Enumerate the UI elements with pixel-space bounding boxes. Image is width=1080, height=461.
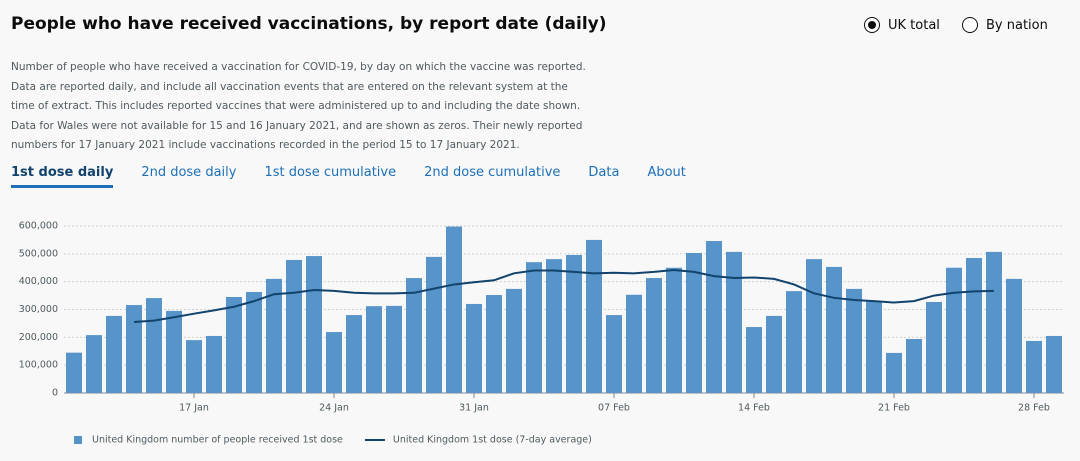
description-line: Number of people who have received a vac… (11, 61, 586, 73)
bar (626, 294, 642, 393)
line (133, 268, 995, 324)
x-tick-label: 31 Jan (459, 403, 489, 414)
bar (546, 259, 562, 393)
y-tick-label: 0 (52, 388, 58, 399)
y-tick-label: 400,000 (19, 276, 58, 287)
bar (786, 291, 802, 393)
chart: 0 100,000 200,000 300,000 400,000 500,000 600,… (19, 221, 1064, 446)
bar (366, 306, 382, 393)
bar (106, 315, 122, 393)
bar (906, 339, 922, 393)
tabs: 1st dose daily 2nd dose daily 1st dose cum… (11, 165, 686, 188)
legend-label: United Kingdom 1st dose (7-day average) (393, 435, 592, 446)
description-line: time of extract. This includes reported … (11, 100, 581, 112)
y-tick-label: 500,000 (19, 248, 58, 259)
bar (246, 291, 262, 393)
radio-label[interactable]: UK total (888, 17, 940, 33)
bar (606, 315, 622, 393)
bar (866, 300, 882, 393)
tab[interactable]: 1st dose cumulative (264, 165, 397, 180)
x-tick-label: 17 Jan (179, 403, 209, 414)
description: Number of people who have received a vac… (11, 58, 586, 156)
x-tick-label: 21 Feb (878, 403, 910, 414)
bar (946, 267, 962, 393)
tab[interactable]: 1st dose daily (11, 165, 114, 188)
bar (826, 266, 842, 393)
bar (486, 295, 502, 393)
bar (1026, 340, 1042, 393)
y-tick-label: 100,000 (19, 360, 58, 371)
y-tick-label: 200,000 (19, 332, 58, 343)
bar (746, 327, 762, 393)
tab[interactable]: 2nd dose daily (141, 165, 237, 180)
radio-label[interactable]: By nation (986, 17, 1048, 33)
bar (446, 226, 462, 393)
bar (706, 241, 722, 393)
tab[interactable]: About (647, 165, 686, 180)
bar (266, 278, 282, 393)
bar (146, 298, 162, 393)
title: People who have received vaccinations, b… (11, 14, 607, 34)
bar (966, 258, 982, 393)
bar (646, 278, 662, 393)
bar (86, 335, 102, 393)
bar (886, 352, 902, 393)
bar (186, 340, 202, 393)
bar (726, 251, 742, 393)
bar (466, 303, 482, 393)
bar (926, 301, 942, 393)
bar (666, 267, 682, 393)
bar (386, 305, 402, 393)
bar (586, 239, 602, 393)
bar (126, 305, 142, 393)
bar (346, 315, 362, 393)
x-tick-label: 07 Feb (598, 403, 630, 414)
bar (986, 251, 1002, 393)
radio-dot[interactable] (864, 17, 880, 33)
y-tick-label: 600,000 (19, 221, 58, 232)
bar (166, 310, 182, 393)
bar (66, 352, 82, 393)
bar (326, 332, 342, 393)
bar (806, 259, 822, 393)
description-line: Data for Wales were not available for 15… (11, 119, 583, 132)
bar (566, 254, 582, 393)
bar (846, 288, 862, 393)
x-tick-label: 28 Feb (1018, 403, 1050, 414)
legend-label: United Kingdom number of people received… (92, 435, 343, 446)
tab[interactable]: Data (588, 165, 620, 180)
bar (226, 296, 242, 393)
description-line: numbers for 17 January 2021 include vacc… (11, 139, 520, 151)
y-tick-label: 300,000 (19, 304, 58, 315)
bar (206, 335, 222, 393)
bar (506, 288, 522, 393)
bar (526, 262, 542, 393)
bar (306, 256, 322, 393)
x-tick-label: 24 Jan (319, 403, 349, 414)
description-line: Data are reported daily, and include all… (11, 80, 568, 93)
bar (406, 278, 422, 393)
bar (286, 259, 302, 393)
x-tick-label: 14 Feb (738, 403, 770, 414)
bar (1006, 278, 1022, 393)
bar (686, 252, 702, 393)
radio-nation[interactable]: By nation (962, 17, 1048, 33)
legend-swatch (74, 436, 82, 444)
radio-uk[interactable]: UK total (864, 17, 940, 33)
bar (766, 315, 782, 393)
bar (1046, 335, 1062, 393)
radio-dot[interactable] (962, 17, 978, 33)
bar (426, 256, 442, 393)
tab[interactable]: 2nd dose cumulative (424, 165, 561, 180)
